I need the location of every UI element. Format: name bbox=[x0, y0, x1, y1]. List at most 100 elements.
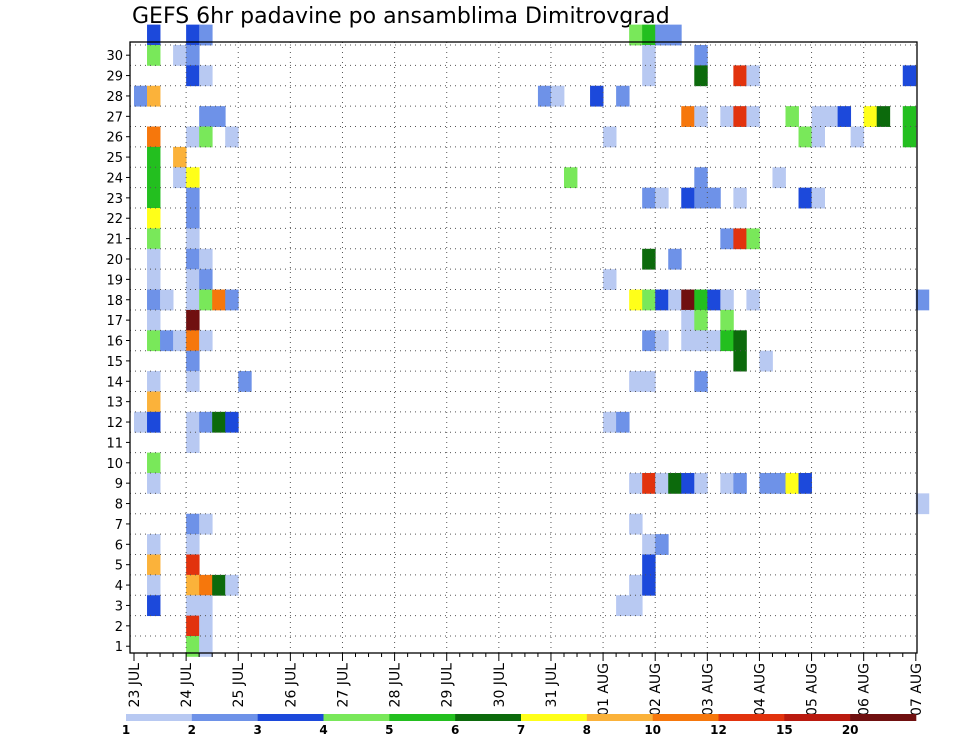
heatmap-cell bbox=[720, 472, 734, 494]
heatmap-cell bbox=[537, 85, 552, 107]
heatmap-cell bbox=[199, 106, 213, 127]
y-tick-label: 4 bbox=[115, 579, 123, 594]
heatmap-cell bbox=[811, 126, 825, 148]
heatmap-cell bbox=[668, 24, 682, 46]
heatmap-cell bbox=[186, 432, 200, 453]
heatmap-cell bbox=[147, 595, 161, 617]
heatmap-cell bbox=[642, 534, 656, 555]
heatmap-cell bbox=[811, 187, 825, 209]
heatmap-cell bbox=[199, 330, 213, 352]
heatmap-cell bbox=[642, 248, 656, 270]
heatmap-cell bbox=[199, 411, 213, 433]
legend-label: 4 bbox=[319, 723, 327, 737]
heatmap-cell bbox=[186, 126, 200, 148]
heatmap-cell bbox=[147, 85, 161, 107]
heatmap-cell bbox=[147, 269, 161, 290]
heatmap-cell bbox=[746, 289, 760, 311]
heatmap-cell bbox=[694, 472, 708, 494]
heatmap-cell bbox=[199, 513, 213, 535]
y-tick-label: 20 bbox=[106, 253, 123, 268]
legend-label: 3 bbox=[253, 723, 261, 737]
heatmap-cell bbox=[707, 330, 721, 352]
heatmap-cell bbox=[603, 126, 617, 148]
heatmap-cell bbox=[147, 289, 161, 311]
heatmap-cell bbox=[603, 269, 617, 290]
legend-swatch bbox=[455, 714, 522, 721]
heatmap-cell bbox=[147, 411, 161, 433]
heatmap-cell bbox=[199, 289, 213, 311]
heatmap-cell bbox=[655, 330, 669, 352]
heatmap-cell bbox=[694, 167, 708, 189]
heatmap-cell bbox=[707, 187, 721, 209]
x-tick-label: 24 JUL bbox=[179, 663, 195, 708]
x-tick-label: 06 AUG bbox=[857, 663, 873, 716]
heatmap-cell bbox=[629, 371, 643, 392]
x-tick-label: 01 AUG bbox=[596, 663, 612, 716]
heatmap-cell bbox=[681, 187, 695, 209]
heatmap-cell bbox=[186, 269, 200, 290]
heatmap-cell bbox=[212, 289, 226, 311]
heatmap-cell bbox=[772, 472, 786, 494]
heatmap-cell bbox=[173, 45, 187, 66]
x-tick-label: 05 AUG bbox=[805, 663, 821, 716]
x-tick-label: 03 AUG bbox=[700, 663, 716, 716]
heatmap-cell bbox=[199, 595, 213, 617]
heatmap-cell bbox=[655, 289, 669, 311]
heatmap-cell bbox=[186, 167, 200, 189]
legend-swatch bbox=[850, 714, 917, 721]
legend-label: 5 bbox=[385, 723, 393, 737]
y-tick-label: 27 bbox=[106, 110, 123, 125]
color-legend: 1 2 3 4 5 6 7 8 10 12 15 20 bbox=[122, 714, 917, 737]
heatmap-cell bbox=[629, 24, 643, 46]
legend-label: 1 bbox=[122, 723, 130, 737]
heatmap-cell bbox=[642, 65, 656, 87]
heatmap-cell bbox=[225, 126, 239, 148]
legend-swatch bbox=[191, 714, 258, 721]
heatmap-cell bbox=[655, 534, 669, 555]
heatmap-cell bbox=[720, 330, 734, 352]
y-tick-label: 2 bbox=[115, 620, 123, 635]
x-tick-label: 07 AUG bbox=[909, 663, 925, 716]
heatmap-cell bbox=[147, 146, 161, 168]
heatmap-cell bbox=[212, 106, 226, 127]
y-tick-label: 14 bbox=[106, 375, 123, 390]
legend-swatch bbox=[521, 714, 588, 721]
heatmap-cell bbox=[902, 106, 917, 127]
x-tick-label: 26 JUL bbox=[283, 663, 299, 708]
heatmap-cell bbox=[173, 330, 187, 352]
heatmap-cell bbox=[134, 411, 148, 433]
heatmap-cell bbox=[147, 452, 161, 474]
x-tick-label: 29 JUL bbox=[440, 663, 456, 708]
y-tick-label: 24 bbox=[106, 171, 123, 186]
x-tick-label: 28 JUL bbox=[388, 663, 404, 708]
y-tick-label: 28 bbox=[106, 90, 123, 105]
heatmap-cell bbox=[798, 126, 812, 148]
y-tick-label: 15 bbox=[106, 355, 123, 370]
heatmap-cell bbox=[186, 248, 200, 270]
heatmap-cell bbox=[173, 167, 187, 189]
heatmap-cell bbox=[642, 472, 656, 494]
y-tick-label: 19 bbox=[106, 273, 123, 288]
legend-swatch bbox=[323, 714, 390, 721]
heatmap-cell bbox=[733, 350, 747, 372]
heatmap-cell bbox=[772, 167, 786, 189]
heatmap-cell bbox=[147, 208, 161, 229]
x-tick-label: 31 JUL bbox=[544, 663, 560, 708]
heatmap-cell bbox=[147, 472, 161, 494]
heatmap-cell bbox=[681, 309, 695, 331]
heatmap-cell bbox=[186, 636, 200, 657]
heatmap-cell bbox=[147, 330, 161, 352]
heatmap-cell bbox=[616, 411, 630, 433]
heatmap-cell bbox=[798, 472, 812, 494]
heatmap-cell bbox=[746, 65, 760, 87]
heatmap-cell bbox=[186, 534, 200, 555]
legend-swatch bbox=[784, 714, 851, 721]
heatmap-cell bbox=[186, 208, 200, 229]
heatmap-cell bbox=[681, 106, 695, 127]
x-tick-label: 27 JUL bbox=[335, 663, 351, 708]
heatmap-cell bbox=[147, 228, 161, 250]
legend-swatch bbox=[586, 714, 653, 721]
heatmap-cell bbox=[694, 106, 708, 127]
heatmap-cell bbox=[186, 65, 200, 87]
